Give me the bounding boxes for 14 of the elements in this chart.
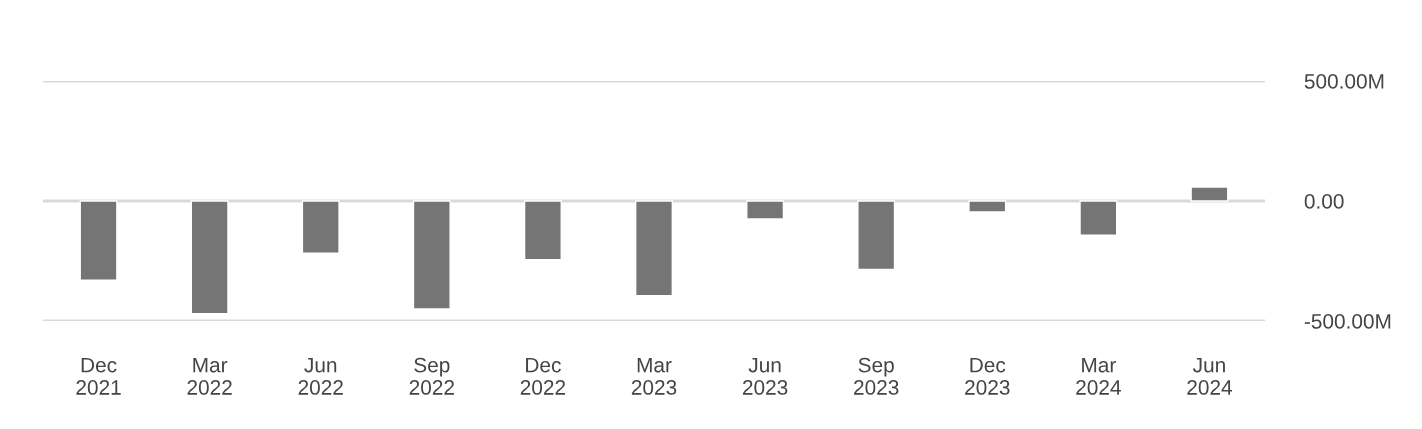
x-tick-label: Dec 2023	[965, 357, 1010, 395]
y-tick-label: -500.00M	[1304, 314, 1391, 329]
y-tick-label: 500.00M	[1304, 74, 1384, 89]
x-tick-label: Sep 2023	[854, 357, 899, 395]
y-tick-label: 0.00	[1304, 194, 1344, 209]
x-tick-label: Jun 2024	[1187, 357, 1233, 395]
x-tick-label: Jun 2023	[742, 357, 788, 395]
x-tick-label: Mar 2022	[187, 357, 232, 395]
x-tick-label: Mar 2024	[1076, 357, 1121, 395]
x-tick-label: Sep 2022	[409, 357, 454, 395]
x-tick-label: Dec 2021	[76, 357, 121, 395]
x-tick-label: Jun 2022	[298, 357, 343, 395]
x-tick-label: Mar 2023	[631, 357, 677, 395]
x-tick-label: Dec 2022	[520, 357, 566, 395]
